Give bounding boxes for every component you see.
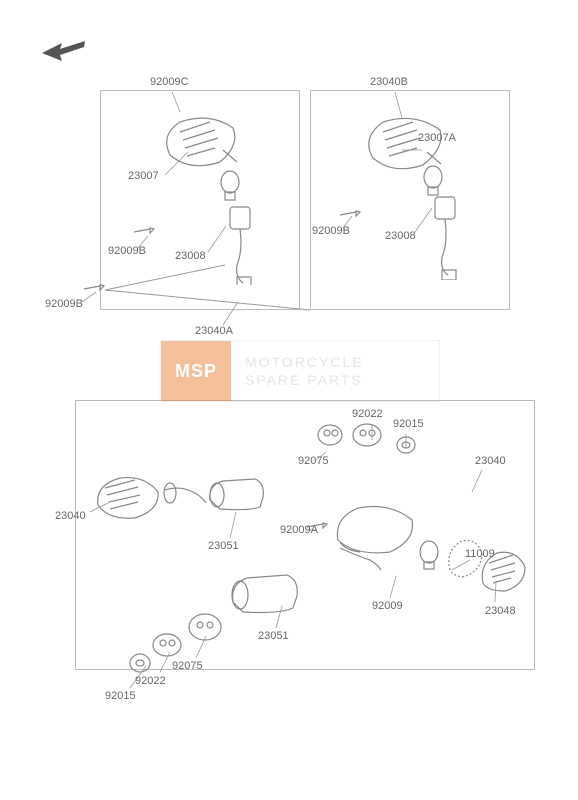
watermark: MSP MOTORCYCLE SPARE PARTS bbox=[160, 340, 440, 402]
callout-92015-1: 92015 bbox=[393, 418, 424, 430]
part-damper-grommet-2 bbox=[350, 420, 385, 450]
watermark-line1: MOTORCYCLE bbox=[245, 353, 364, 371]
callout-23040-2: 23040 bbox=[55, 510, 86, 522]
callout-23040-1: 23040 bbox=[475, 455, 506, 467]
callout-23008-2: 23008 bbox=[385, 230, 416, 242]
direction-arrow-icon bbox=[40, 35, 90, 70]
callout-92009B-1: 92009B bbox=[108, 245, 146, 257]
parts-diagram: 92009C 23040B 23007 23007A 92009B 92009B… bbox=[0, 0, 578, 800]
part-rear-right-wire bbox=[335, 540, 385, 575]
callout-92022-2: 92022 bbox=[135, 675, 166, 687]
callout-23040B: 23040B bbox=[370, 76, 408, 88]
callout-23051-1: 23051 bbox=[208, 540, 239, 552]
part-front-left-bulb bbox=[215, 170, 245, 205]
callout-11009: 11009 bbox=[465, 548, 495, 560]
callout-92009B-3: 92009B bbox=[45, 298, 83, 310]
part-lower-washer bbox=[150, 630, 185, 660]
part-nut-1 bbox=[395, 435, 417, 455]
callout-23040A: 23040A bbox=[195, 325, 233, 337]
part-lower-body bbox=[225, 570, 305, 620]
part-rear-left-signal bbox=[90, 470, 165, 525]
leader-bridge bbox=[95, 260, 315, 320]
part-front-right-screw bbox=[338, 208, 363, 223]
callout-92022-1: 92022 bbox=[352, 408, 383, 420]
part-front-right-socket bbox=[430, 195, 475, 280]
callout-92009B-2: 92009B bbox=[312, 225, 350, 237]
callout-92015-2: 92015 bbox=[105, 690, 136, 702]
callout-92009: 92009 bbox=[372, 600, 403, 612]
callout-23007: 23007 bbox=[128, 170, 159, 182]
callout-92075-1: 92075 bbox=[298, 455, 329, 467]
callout-92075-2: 92075 bbox=[172, 660, 203, 672]
watermark-text: MOTORCYCLE SPARE PARTS bbox=[231, 347, 378, 395]
part-rear-left-wire bbox=[160, 475, 210, 510]
callout-23008-1: 23008 bbox=[175, 250, 206, 262]
callout-92009A: 92009A bbox=[280, 524, 318, 536]
callout-23048: 23048 bbox=[485, 605, 516, 617]
part-damper-grommet-1 bbox=[315, 420, 345, 450]
watermark-line2: SPARE PARTS bbox=[245, 371, 364, 389]
callout-92009C: 92009C bbox=[150, 76, 189, 88]
callout-23007A: 23007A bbox=[418, 132, 456, 144]
part-lower-grommet bbox=[185, 610, 225, 645]
watermark-badge: MSP bbox=[161, 341, 231, 401]
part-lower-nut bbox=[128, 652, 152, 674]
callout-23051-2: 23051 bbox=[258, 630, 289, 642]
part-rear-right-bulb bbox=[415, 540, 443, 572]
part-rear-left-body bbox=[205, 475, 270, 515]
part-front-left-screw bbox=[132, 225, 157, 240]
